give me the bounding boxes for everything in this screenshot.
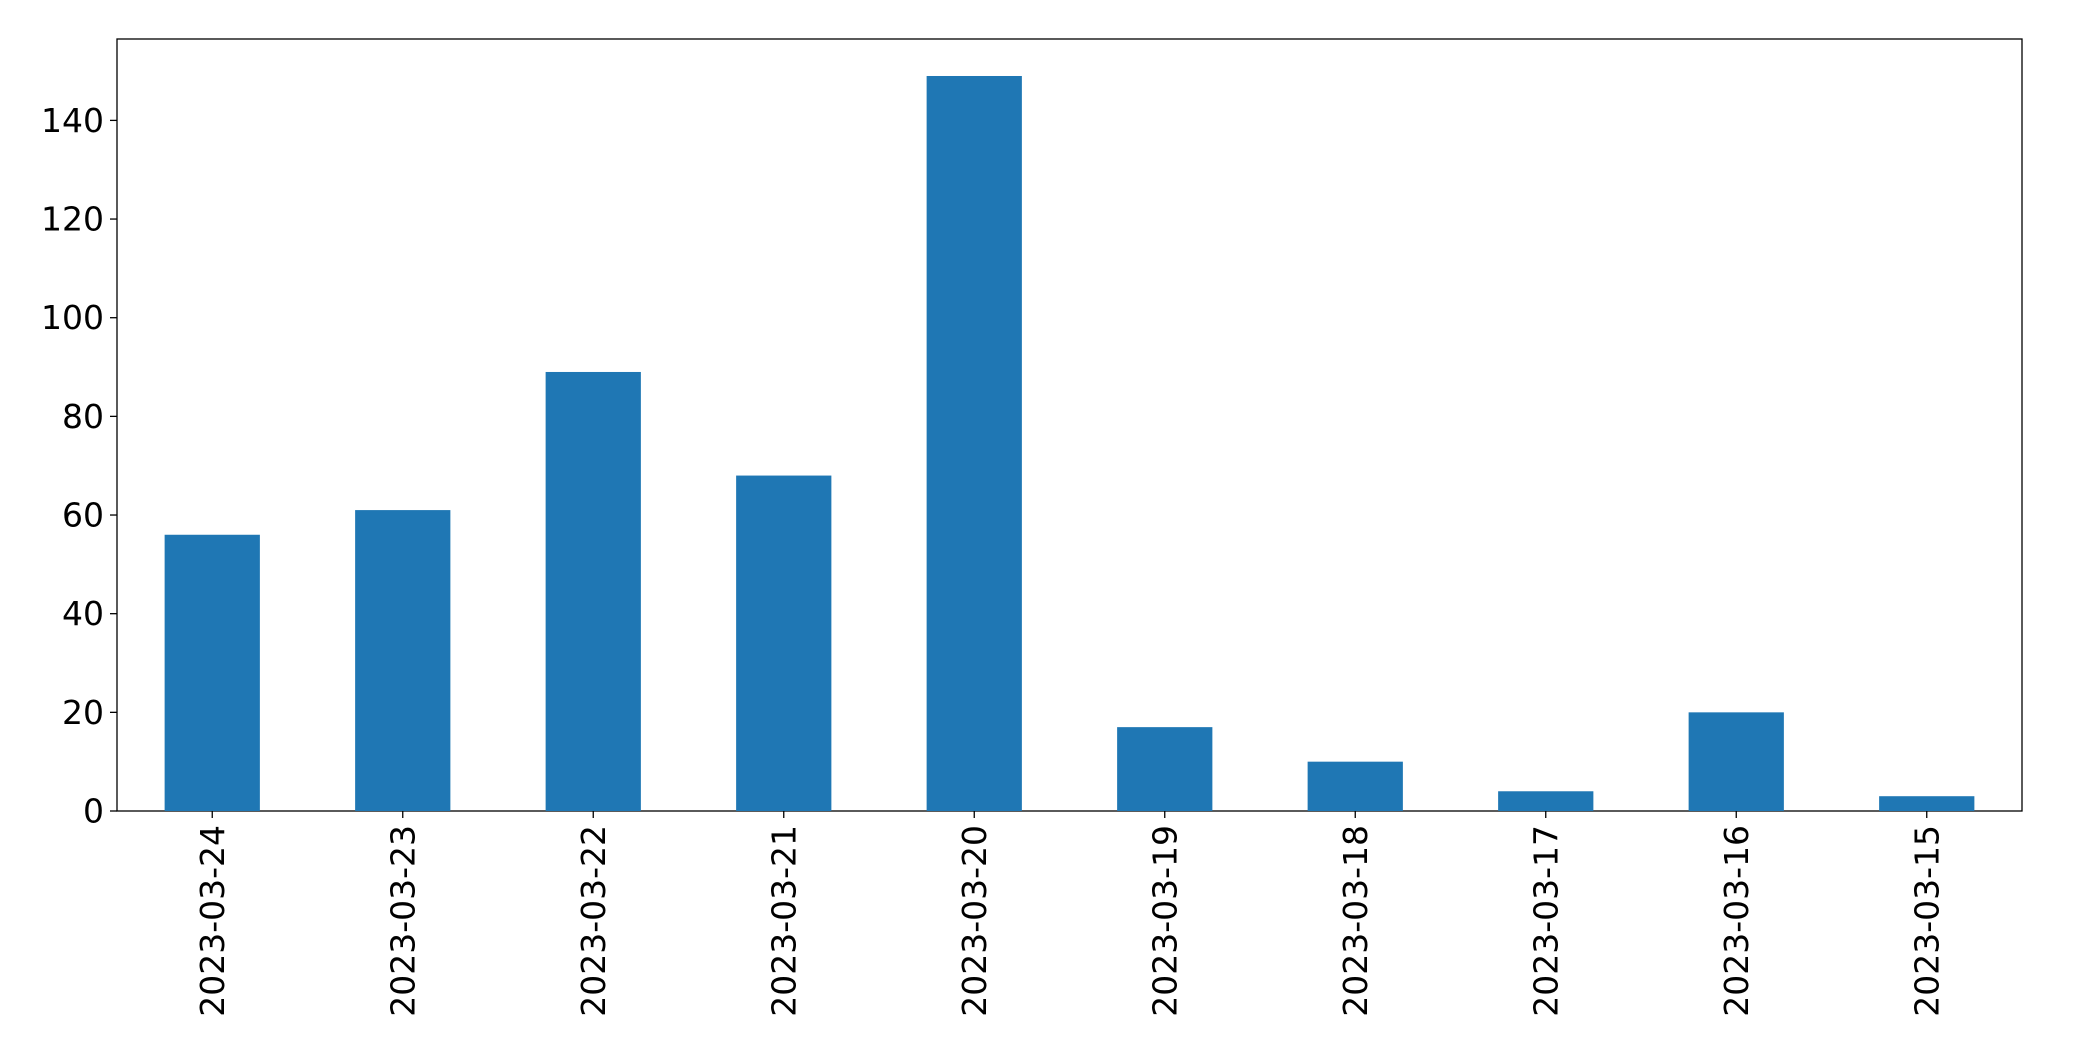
x-tick-label: 2023-03-24 (193, 825, 232, 1017)
bar-2023-03-20 (926, 75, 1022, 811)
y-tick-label: 80 (62, 397, 104, 436)
y-tick-label: 60 (62, 496, 104, 535)
plot-area (116, 38, 2023, 812)
bar-2023-03-19 (1117, 727, 1213, 811)
y-tick-label: 120 (41, 200, 104, 239)
y-tick-label: 20 (62, 693, 104, 732)
bar-2023-03-17 (1498, 791, 1594, 811)
x-tick-label: 2023-03-20 (955, 825, 994, 1017)
y-axis: 0 20 40 60 80 100 120 140 (41, 101, 117, 831)
y-tick-label: 140 (41, 101, 104, 140)
bar-2023-03-18 (1307, 761, 1403, 811)
x-tick-label: 2023-03-16 (1717, 825, 1756, 1017)
bar-2023-03-23 (355, 510, 451, 811)
x-tick-label: 2023-03-19 (1145, 825, 1184, 1017)
y-tick-label: 100 (41, 298, 104, 337)
x-tick-label: 2023-03-22 (574, 825, 613, 1017)
y-tick-label: 40 (62, 594, 104, 633)
y-tick-label: 0 (83, 792, 104, 831)
bar-2023-03-15 (1879, 796, 1975, 811)
plot-frame (116, 38, 2023, 812)
bars (164, 75, 1975, 811)
bar-2023-03-24 (164, 534, 260, 811)
x-axis: 2023-03-24 2023-03-23 2023-03-22 2023-03-21… (193, 811, 1946, 1017)
x-tick-label: 2023-03-23 (383, 825, 422, 1017)
x-tick-label: 2023-03-21 (764, 825, 803, 1017)
bar-2023-03-21 (736, 475, 832, 811)
bar-2023-03-22 (545, 371, 641, 811)
bar-2023-03-16 (1688, 712, 1784, 811)
x-tick-label: 2023-03-15 (1907, 825, 1946, 1017)
x-tick-label: 2023-03-17 (1526, 825, 1565, 1017)
x-tick-label: 2023-03-18 (1336, 825, 1375, 1017)
